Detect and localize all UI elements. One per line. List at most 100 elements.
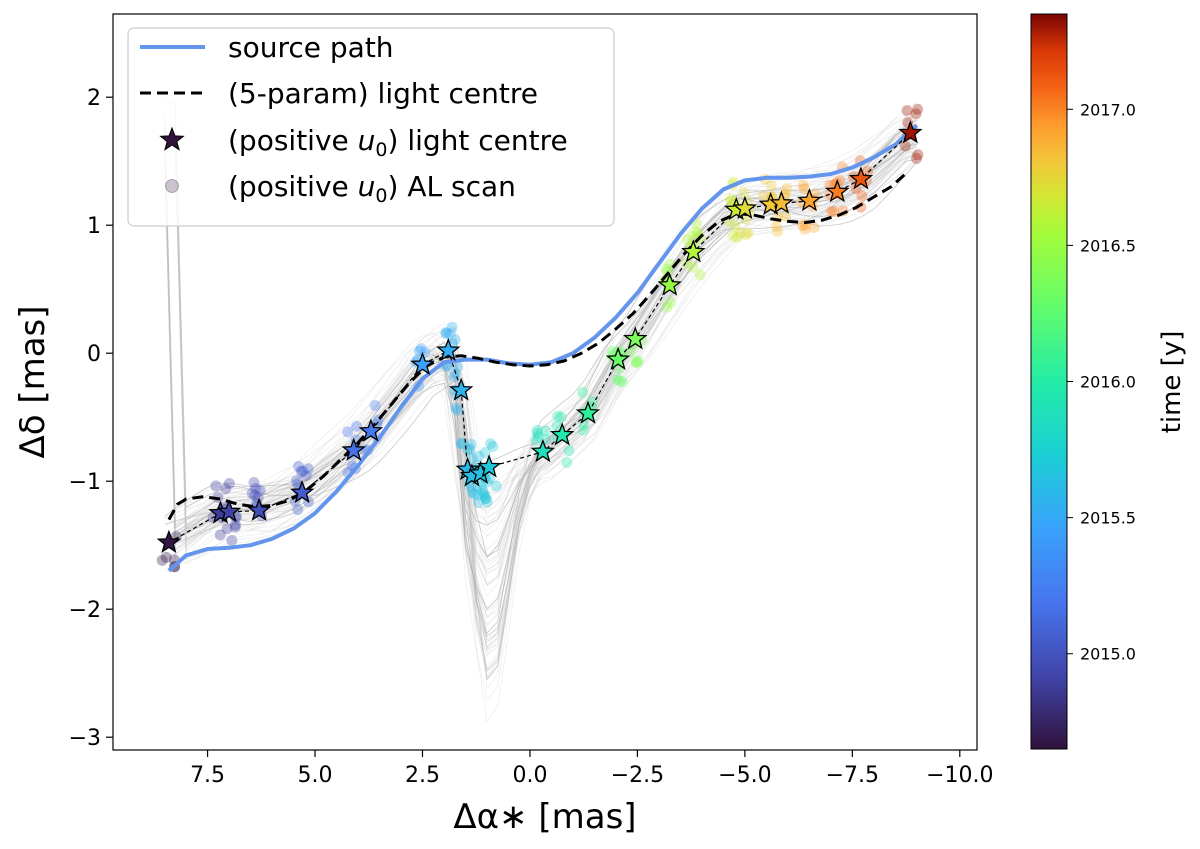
al-scan-point — [248, 477, 260, 489]
posterior-trace — [164, 116, 918, 535]
al-scan-point — [229, 521, 241, 533]
x-axis: 7.5 5.0 2.5 0.0 −2.5 −5.0 −7.5 −10.0 — [190, 750, 994, 788]
al-scan-point — [440, 327, 452, 339]
al-scan-point — [780, 211, 792, 223]
al-scan-point — [293, 461, 305, 473]
al-scan-point — [539, 425, 551, 437]
al-scan-point — [577, 424, 589, 436]
al-scan-point — [681, 233, 693, 245]
light-centre-star — [448, 377, 474, 401]
light-centre-star — [623, 326, 648, 350]
al-scan-point — [479, 446, 491, 458]
al-scan-point — [297, 465, 309, 477]
y-axis-label: Δδ [mas] — [13, 305, 53, 458]
al-scan-point — [226, 534, 238, 546]
al-scan-point — [465, 438, 477, 450]
posterior-trace — [164, 135, 918, 650]
al-scan-point — [725, 193, 737, 205]
source-path-line — [167, 123, 919, 573]
al-scan-point — [485, 438, 497, 450]
light-centre-star — [246, 497, 272, 522]
light-centre-star — [476, 454, 502, 478]
legend-marker-circle — [165, 179, 179, 193]
posterior-trace — [164, 127, 918, 690]
al-scan-point — [455, 437, 467, 449]
y-tick-label: 2 — [87, 86, 101, 111]
al-scan-point — [478, 487, 490, 499]
al-scan-point — [481, 496, 493, 508]
posterior-trace — [164, 138, 918, 585]
al-scan-point — [532, 431, 544, 443]
al-scan-point — [728, 230, 740, 242]
al-scan-point — [221, 523, 233, 535]
al-scan-point — [781, 182, 793, 194]
al-scan-point — [214, 529, 226, 541]
al-scan-point — [738, 186, 750, 198]
light-centre-star — [605, 346, 631, 371]
al-scan-point — [292, 504, 304, 516]
al-scan-point — [465, 481, 477, 493]
al-scan-point — [531, 424, 543, 436]
light-centre-star — [825, 179, 850, 203]
light-centre-star — [898, 120, 923, 144]
al-scan-point — [302, 463, 314, 475]
al-scan-point — [808, 221, 820, 233]
al-scan-point — [254, 484, 266, 496]
al-scan-point — [415, 343, 427, 355]
posterior-trace — [164, 123, 917, 635]
colorbar-tick-label: 2015.5 — [1080, 509, 1136, 528]
x-tick-label: −5.0 — [718, 763, 771, 788]
al-scan-point — [725, 195, 737, 207]
y-tick-label: −1 — [69, 470, 101, 495]
al-scan-point — [450, 402, 462, 414]
al-scan-point — [690, 226, 702, 238]
al-scan-point — [694, 269, 706, 281]
posterior-trace — [164, 132, 918, 681]
light-centre-star — [657, 272, 682, 296]
posterior-trace — [164, 151, 917, 571]
al-scan-point — [551, 420, 563, 432]
colorbar-label: time [y] — [1157, 331, 1187, 434]
al-scan-point — [466, 452, 478, 464]
posterior-trace — [164, 129, 918, 612]
al-scan-point — [624, 346, 636, 358]
light-centre-star — [358, 418, 384, 442]
posterior-trace — [164, 116, 918, 527]
al-scan-point — [531, 427, 543, 439]
al-scan-point — [342, 426, 354, 438]
al-scan-point — [742, 227, 754, 239]
posterior-trace — [164, 136, 917, 637]
plot-frame — [112, 13, 978, 751]
al-scan-point — [446, 321, 458, 333]
posterior-trace — [164, 111, 918, 560]
x-tick-label: 0.0 — [512, 763, 547, 788]
posterior-trace — [164, 120, 918, 528]
light-centre-star — [341, 437, 366, 461]
al-scan-point — [480, 492, 492, 504]
legend-marker-star — [159, 126, 185, 151]
al-scan-point — [464, 443, 476, 455]
al-scan-point — [472, 489, 484, 501]
al-scan-point — [448, 371, 460, 383]
al-scan-point — [681, 257, 693, 269]
light-centre-star — [549, 422, 575, 446]
posterior-trace — [164, 124, 918, 655]
al-scan-point — [899, 140, 911, 152]
al-scan-point — [452, 404, 464, 416]
posterior-trace — [164, 119, 917, 544]
al-scan-point — [631, 357, 643, 369]
posterior-trace — [164, 136, 917, 641]
al-scan-point — [156, 554, 168, 566]
al-scan-point — [440, 327, 452, 339]
al-scan-point — [223, 477, 235, 489]
al-scan-point — [479, 489, 491, 501]
al-scan-point — [770, 220, 782, 232]
colorbar-tick-label: 2016.0 — [1080, 373, 1136, 392]
al-scan-point — [729, 220, 741, 232]
al-scan-point — [220, 483, 232, 495]
light-centre-star — [575, 400, 601, 424]
al-scan-point — [828, 205, 840, 217]
al-scan-point — [477, 485, 489, 497]
posterior-trace — [164, 133, 917, 651]
